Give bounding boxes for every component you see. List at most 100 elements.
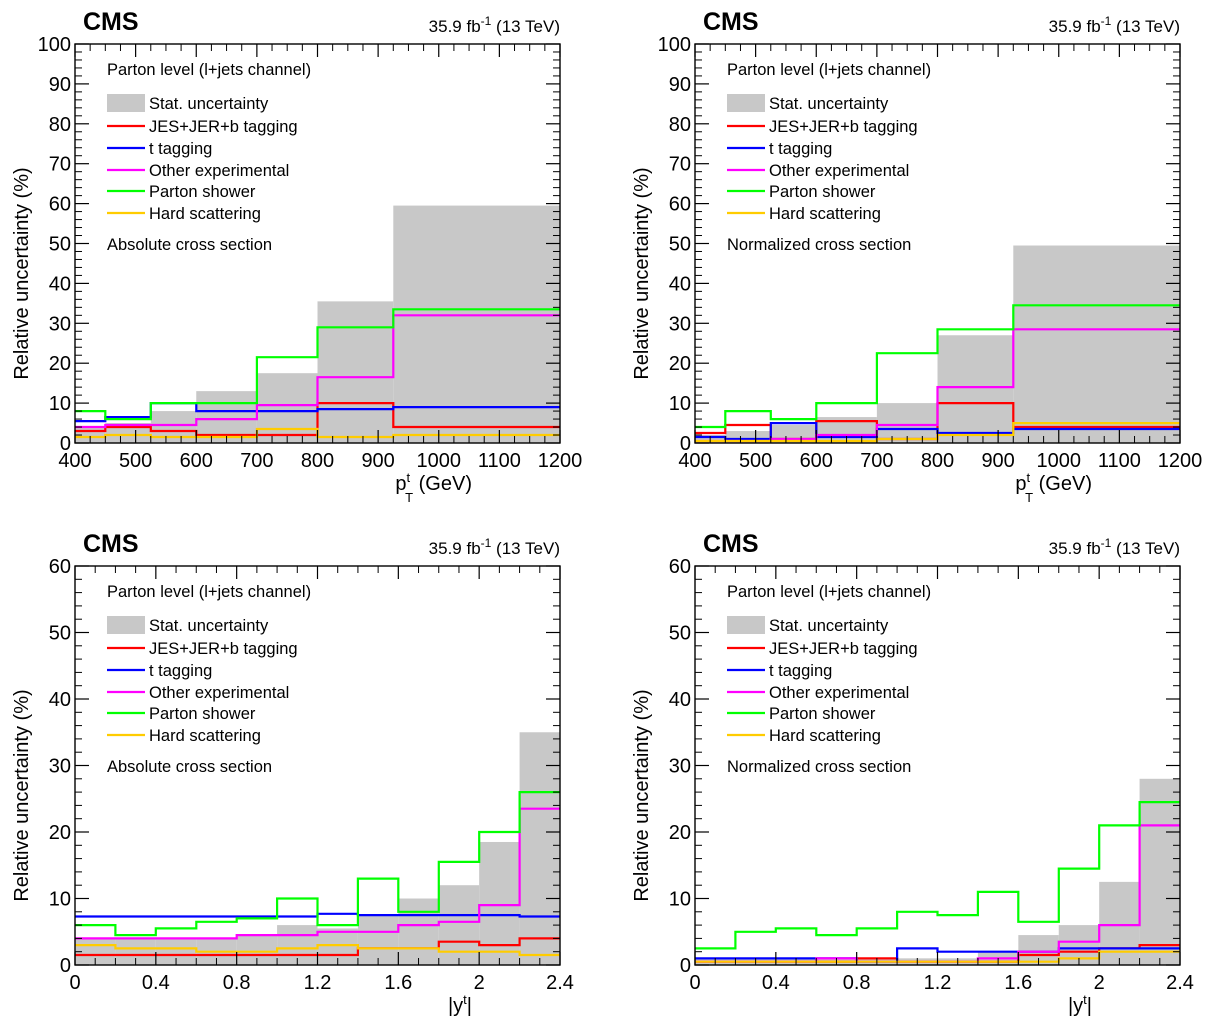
x-tick-label: 0.8 bbox=[223, 972, 251, 994]
x-tick-label: 1100 bbox=[1098, 450, 1141, 472]
y-tick-label: 10 bbox=[669, 393, 691, 415]
stat-bar bbox=[1013, 245, 1180, 443]
chart-svg: 0 10 20 30 40 50 60 0 0.4 0.8 1.2 1.6 2 2.4 Relative u… bbox=[631, 530, 1194, 1017]
x-tick-label: 2 bbox=[474, 972, 485, 994]
x-tick-label: 1200 bbox=[538, 450, 583, 472]
stat-bar bbox=[398, 898, 439, 965]
y-tick-label: 90 bbox=[49, 74, 71, 96]
y-axis: 0 10 20 30 40 50 60 bbox=[49, 556, 560, 977]
y-tick-label: 80 bbox=[49, 114, 71, 136]
lumi-label: 35.9 fb-1 (13 TeV) bbox=[1049, 536, 1180, 558]
x-axis: 0 0.4 0.8 1.2 1.6 2 2.4 bbox=[69, 566, 574, 994]
x-tick-label: 1200 bbox=[1158, 450, 1203, 472]
legend: Stat. uncertainty JES+JER+b tagging t tagg… bbox=[727, 616, 918, 745]
y-axis: 0 10 20 30 40 50 60 bbox=[669, 556, 1180, 977]
x-axis: 400 500 600 700 800 900 1000 1100 1200 bbox=[58, 44, 582, 472]
legend-label: Other experimental bbox=[149, 162, 289, 180]
x-tick-label: 1.6 bbox=[1004, 972, 1032, 994]
legend-label: Other experimental bbox=[769, 684, 909, 702]
stat-uncertainty-bars bbox=[695, 245, 1180, 443]
legend: Stat. uncertainty JES+JER+b tagging t tagg… bbox=[107, 94, 298, 223]
stat-bar bbox=[317, 301, 394, 443]
y-tick-label: 20 bbox=[49, 353, 71, 375]
experiment-label: CMS bbox=[83, 530, 139, 558]
x-axis: 400 500 600 700 800 900 1000 1100 1200 bbox=[678, 44, 1202, 472]
series-line-3 bbox=[75, 314, 560, 429]
lumi-label: 35.9 fb-1 (13 TeV) bbox=[1049, 14, 1180, 36]
y-tick-label: 20 bbox=[669, 353, 691, 375]
stat-uncertainty-bars bbox=[695, 778, 1180, 965]
legend-label: Parton shower bbox=[149, 183, 256, 201]
series-line-2 bbox=[75, 912, 560, 918]
x-tick-label: 800 bbox=[921, 450, 954, 472]
y-tick-label: 0 bbox=[680, 955, 691, 977]
series-line-4 bbox=[75, 791, 560, 937]
legend-label: Parton shower bbox=[769, 705, 876, 723]
x-axis-title: |yt| bbox=[448, 992, 472, 1017]
legend-swatch-stat bbox=[107, 616, 145, 634]
y-tick-label: 50 bbox=[669, 234, 691, 256]
x-tick-label: 600 bbox=[800, 450, 833, 472]
y-tick-label: 20 bbox=[669, 822, 691, 844]
stat-bar bbox=[937, 335, 1014, 443]
x-tick-label: 0.4 bbox=[142, 972, 170, 994]
legend-label: JES+JER+b tagging bbox=[149, 118, 298, 136]
y-tick-label: 60 bbox=[669, 556, 691, 578]
stat-bar bbox=[150, 411, 197, 443]
y-tick-label: 40 bbox=[669, 273, 691, 295]
stat-uncertainty-bars bbox=[75, 205, 560, 443]
x-tick-label: 1000 bbox=[417, 450, 462, 472]
y-tick-label: 70 bbox=[49, 154, 71, 176]
y-tick-label: 30 bbox=[669, 313, 691, 335]
y-tick-label: 10 bbox=[49, 393, 71, 415]
series-line-1 bbox=[695, 402, 1180, 441]
experiment-label: CMS bbox=[83, 8, 139, 36]
plot-header: Parton level (l+jets channel) bbox=[727, 583, 931, 601]
panel-top-left: 0 10 20 30 40 50 60 70 80 90 100 400 500 600 700 800 900… bbox=[0, 0, 611, 514]
x-tick-label: 500 bbox=[739, 450, 772, 472]
y-tick-label: 100 bbox=[658, 34, 691, 56]
y-tick-label: 30 bbox=[49, 756, 71, 778]
y-tick-label: 60 bbox=[669, 194, 691, 216]
x-tick-label: 400 bbox=[58, 450, 91, 472]
legend-label: Other experimental bbox=[769, 162, 909, 180]
legend-label: JES+JER+b tagging bbox=[769, 640, 918, 658]
x-tick-label: 900 bbox=[981, 450, 1014, 472]
y-tick-label: 50 bbox=[49, 623, 71, 645]
legend-label: Parton shower bbox=[769, 183, 876, 201]
y-tick-label: 30 bbox=[49, 313, 71, 335]
y-tick-label: 40 bbox=[49, 273, 71, 295]
panel-top-right: 0 10 20 30 40 50 60 70 80 90 100 400 500 600 700 800 900… bbox=[620, 0, 1222, 514]
y-axis-title: Relative uncertainty (%) bbox=[11, 689, 33, 901]
series-line-3 bbox=[75, 807, 560, 940]
y-tick-label: 10 bbox=[669, 889, 691, 911]
x-tick-label: 800 bbox=[301, 450, 334, 472]
plot-header: Parton level (l+jets channel) bbox=[107, 61, 311, 79]
stat-bar bbox=[393, 205, 560, 443]
legend-label: Hard scattering bbox=[769, 205, 881, 223]
y-axis-title: Relative uncertainty (%) bbox=[11, 167, 33, 379]
chart-svg: 0 10 20 30 40 50 60 70 80 90 100 400 500 600 700 800 900… bbox=[11, 8, 582, 505]
legend-label: Hard scattering bbox=[149, 727, 261, 745]
cross-section-annotation: Normalized cross section bbox=[727, 758, 911, 776]
stat-bar bbox=[725, 431, 771, 443]
x-axis-title: pt T (GeV) bbox=[1015, 470, 1092, 505]
cross-section-annotation: Absolute cross section bbox=[107, 236, 272, 254]
x-tick-label: 0 bbox=[69, 972, 80, 994]
x-tick-label: 1.6 bbox=[384, 972, 412, 994]
legend-label: Stat. uncertainty bbox=[769, 95, 889, 113]
series-line-4 bbox=[695, 801, 1180, 950]
legend-label: Other experimental bbox=[149, 684, 289, 702]
experiment-label: CMS bbox=[703, 8, 759, 36]
y-tick-label: 70 bbox=[669, 154, 691, 176]
y-tick-label: 80 bbox=[669, 114, 691, 136]
x-tick-label: 1100 bbox=[478, 450, 521, 472]
legend-label: Stat. uncertainty bbox=[149, 617, 269, 635]
legend: Stat. uncertainty JES+JER+b tagging t tagg… bbox=[727, 94, 918, 223]
series-line-5 bbox=[75, 944, 560, 957]
y-tick-label: 40 bbox=[669, 689, 691, 711]
x-axis: 0 0.4 0.8 1.2 1.6 2 2.4 bbox=[689, 566, 1194, 994]
x-axis-title: |yt| bbox=[1068, 992, 1092, 1017]
x-tick-label: 500 bbox=[119, 450, 152, 472]
x-axis-title: pt T (GeV) bbox=[395, 470, 472, 505]
